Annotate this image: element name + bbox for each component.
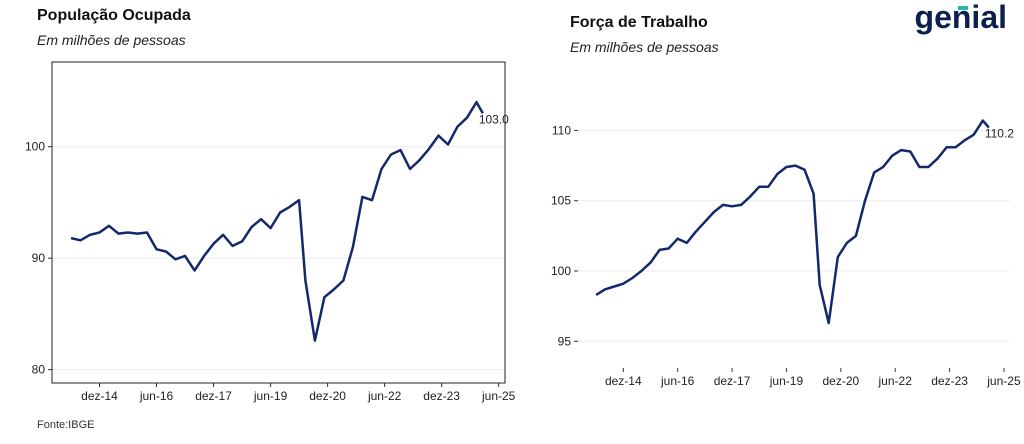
y-tick-label: 100 [551,264,571,278]
x-tick-label: dez-20 [822,374,859,388]
chart-title: Força de Trabalho [570,14,708,31]
x-tick-label: jun-25 [481,389,516,403]
y-tick-label: 80 [32,363,46,377]
x-tick-label: dez-17 [714,374,751,388]
x-tick-label: jun-25 [986,374,1021,388]
chart-subtitle: Em milhões de pessoas [570,39,719,55]
end-label: 103.0 [479,112,509,126]
y-tick-label: 90 [32,251,46,265]
x-tick-label: dez-14 [81,389,118,403]
y-tick-label: 110 [552,123,571,137]
y-tick-label: 105 [551,194,571,208]
x-tick-label: dez-14 [605,374,642,388]
y-tick-label: 100 [25,140,45,154]
x-tick-label: jun-16 [660,374,695,388]
end-label: 110.2 [985,127,1014,141]
x-tick-label: dez-23 [931,374,968,388]
data-line [595,119,990,325]
x-tick-label: jun-16 [139,389,174,403]
x-tick-label: jun-19 [769,374,804,388]
y-tick-label: 95 [558,334,572,348]
logo-accent [958,6,968,10]
chart-title: População Ocupada [37,7,191,24]
source-note: Fonte:IBGE [37,419,94,431]
chart-subtitle: Em milhões de pessoas [37,32,186,48]
x-tick-label: dez-20 [309,389,346,403]
x-tick-label: jun-22 [367,389,402,403]
x-tick-label: jun-22 [878,374,913,388]
x-tick-label: dez-23 [423,389,460,403]
x-tick-label: jun-19 [253,389,288,403]
x-tick-label: dez-17 [195,389,232,403]
plot-border [51,61,506,384]
brand-logo: genial [915,0,1007,35]
data-line [70,100,484,342]
